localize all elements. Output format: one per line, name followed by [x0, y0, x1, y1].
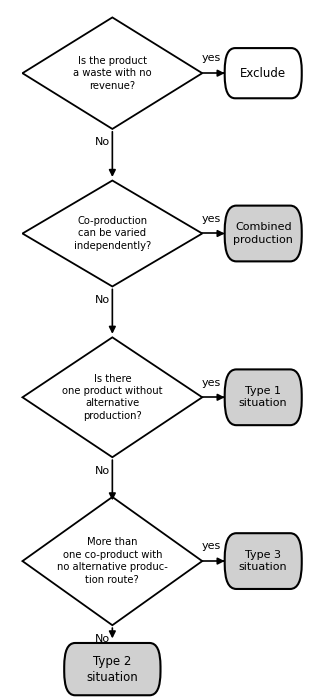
FancyBboxPatch shape [225, 369, 302, 425]
FancyBboxPatch shape [225, 48, 302, 98]
FancyBboxPatch shape [64, 643, 160, 696]
Text: No: No [95, 634, 110, 643]
Text: Type 1
situation: Type 1 situation [239, 386, 288, 408]
Text: yes: yes [202, 214, 221, 224]
Text: Co-production
can be varied
independently?: Co-production can be varied independentl… [74, 216, 151, 251]
Text: Is the product
a waste with no
revenue?: Is the product a waste with no revenue? [73, 56, 152, 91]
Text: yes: yes [202, 378, 221, 388]
Text: Combined
production: Combined production [233, 222, 293, 245]
Text: Type 2
situation: Type 2 situation [86, 654, 138, 684]
FancyBboxPatch shape [225, 206, 302, 261]
FancyBboxPatch shape [225, 533, 302, 589]
Text: Is there
one product without
alternative
production?: Is there one product without alternative… [62, 374, 163, 421]
Polygon shape [22, 497, 202, 625]
Text: Exclude: Exclude [240, 67, 286, 79]
Polygon shape [22, 181, 202, 286]
Text: No: No [95, 295, 110, 305]
Text: yes: yes [202, 54, 221, 63]
Text: Type 3
situation: Type 3 situation [239, 550, 288, 572]
Polygon shape [22, 337, 202, 457]
Text: More than
one co-product with
no alternative produc-
tion route?: More than one co-product with no alterna… [57, 537, 168, 585]
Text: No: No [95, 137, 110, 147]
Text: No: No [95, 466, 110, 475]
Polygon shape [22, 17, 202, 129]
Text: yes: yes [202, 542, 221, 551]
